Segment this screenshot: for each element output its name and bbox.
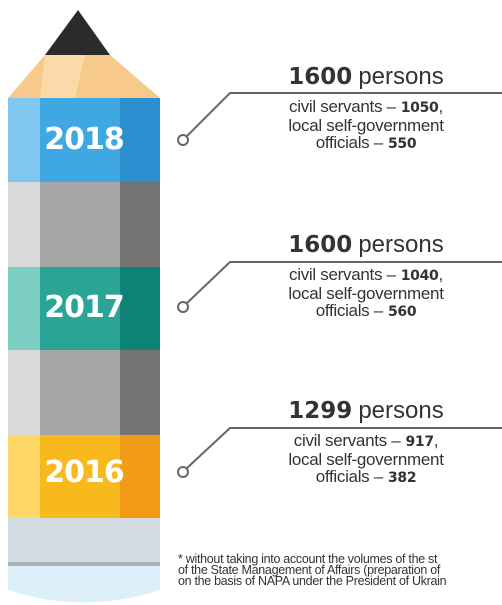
footnote: on the basis of NAPA under the President… — [178, 576, 446, 587]
local-line: officials – 382 — [230, 468, 502, 487]
total: 1600 — [288, 232, 352, 258]
callout-dot — [178, 467, 188, 477]
local-label: officials – — [316, 133, 383, 152]
local-count: 382 — [388, 470, 416, 486]
civil-count: 1040 — [401, 268, 439, 284]
unit: persons — [358, 397, 443, 424]
callout-dot — [178, 302, 188, 312]
separator: , — [434, 431, 438, 450]
callout-dot — [178, 135, 188, 145]
civil-line: civil servants – 1050, — [230, 98, 502, 117]
year-label: 2016 — [8, 455, 160, 490]
civil-count: 1050 — [401, 100, 439, 116]
unit: persons — [358, 231, 443, 258]
local-line: officials – 560 — [230, 302, 502, 321]
infographic: 20181600personscivil servants –1050,loca… — [0, 0, 502, 605]
total: 1299 — [288, 398, 352, 424]
year-label: 2018 — [8, 122, 160, 157]
local-label: officials – — [316, 301, 383, 320]
civil-count: 917 — [405, 434, 433, 450]
civil-label: civil servants – — [289, 97, 396, 116]
year-label: 2017 — [8, 290, 160, 325]
separator: , — [439, 265, 443, 284]
local-count: 550 — [388, 136, 416, 152]
total: 1600 — [288, 64, 352, 90]
civil-line: civil servants –917, — [230, 432, 502, 451]
local-line: local self-government — [230, 117, 502, 134]
local-label: officials – — [316, 467, 383, 486]
civil-label: civil servants – — [289, 265, 396, 284]
unit: persons — [358, 63, 443, 90]
separator: , — [439, 97, 443, 116]
local-line: local self-government — [230, 451, 502, 468]
civil-label: civil servants – — [294, 431, 401, 450]
local-line: local self-government — [230, 285, 502, 302]
civil-line: civil servants – 1040, — [230, 266, 502, 285]
local-count: 560 — [388, 304, 416, 320]
local-line: officials – 550 — [230, 134, 502, 153]
